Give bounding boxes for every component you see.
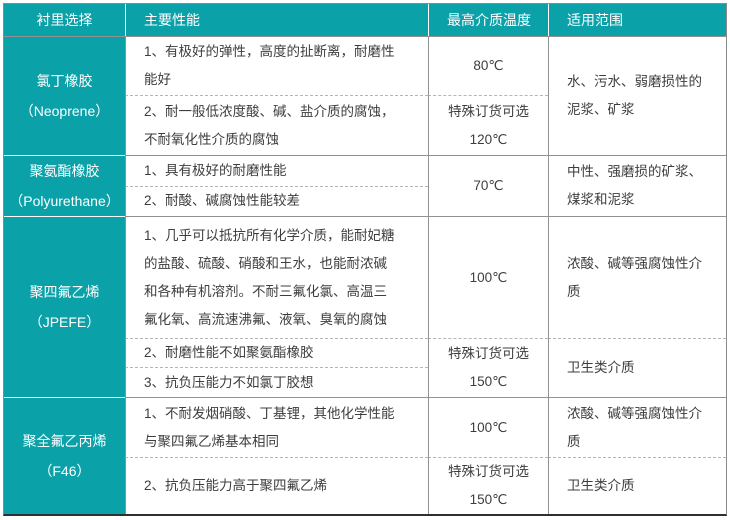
- performance-cell: 1、几乎可以抵抗所有化学介质，能耐妃糖的盐酸、硫酸、硝酸和王水，也能耐浓碱和各种…: [125, 216, 428, 338]
- performance-cell: 2、耐酸、碱腐蚀性能较差: [125, 185, 428, 216]
- column-header-performance: 主要性能: [125, 4, 428, 36]
- scope-cell: 卫生类介质: [548, 457, 726, 514]
- material-name: 聚全氟乙丙烯: [22, 433, 107, 449]
- temp-cell: 100℃: [428, 397, 548, 457]
- scope-cell: 卫生类介质: [548, 338, 726, 397]
- temp-cell: 70℃: [428, 155, 548, 216]
- performance-cell: 3、抗负压能力不如氯丁胶想: [125, 367, 428, 397]
- lining-selection-table: 衬里选择 主要性能 最高介质温度 适用范围 氯丁橡胶 （Neoprene） 1、…: [3, 3, 727, 516]
- scope-cell: 水、污水、弱磨损性的泥浆、矿浆: [548, 36, 726, 155]
- lining-table-container: 衬里选择 主要性能 最高介质温度 适用范围 氯丁橡胶 （Neoprene） 1、…: [3, 3, 727, 516]
- table-row: 聚全氟乙丙烯 （F46） 1、不耐发烟硝酸、丁基锂，其他化学性能与聚四氟乙烯基本…: [4, 397, 726, 514]
- material-cell-jpefe: 聚四氟乙烯 （JPEFE）: [4, 216, 125, 397]
- column-header-scope: 适用范围: [548, 4, 726, 36]
- material-cell-polyurethane: 聚氨酯橡胶 （Polyurethane）: [4, 155, 125, 216]
- material-name-en: （Neoprene）: [19, 103, 110, 119]
- performance-cell: 1、不耐发烟硝酸、丁基锂，其他化学性能与聚四氟乙烯基本相同: [125, 397, 428, 457]
- table-row: 3、抗负压能力不如氯丁胶想: [4, 367, 726, 397]
- material-cell-f46: 聚全氟乙丙烯 （F46）: [4, 397, 125, 514]
- performance-cell: 2、耐一般低浓度酸、碱、盐介质的腐蚀，不耐氧化性介质的腐蚀: [125, 95, 428, 155]
- material-name-en: （JPEFE）: [28, 314, 101, 330]
- scope-cell: 中性、强磨损的矿浆、煤浆和泥浆: [548, 155, 726, 216]
- header-row: 衬里选择 主要性能 最高介质温度 适用范围: [4, 4, 726, 36]
- temp-cell: 80℃: [428, 36, 548, 95]
- temp-cell: 100℃: [428, 216, 548, 338]
- material-name: 聚四氟乙烯: [29, 284, 100, 300]
- table-row: 2、耐磨性能不如聚氨酯橡胶 特殊订货可选 150℃ 卫生类介质: [4, 338, 726, 397]
- material-name: 聚氨酯橡胶: [29, 163, 100, 179]
- table-row: 聚氨酯橡胶 （Polyurethane） 1、具有极好的耐磨性能 70℃ 中性、…: [4, 155, 726, 216]
- performance-cell: 1、有极好的弹性，高度的扯断离，耐磨性能好: [125, 36, 428, 95]
- scope-cell: 浓酸、碱等强腐蚀性介质: [548, 216, 726, 338]
- material-name: 氯丁橡胶: [36, 73, 93, 89]
- table-row: 2、耐一般低浓度酸、碱、盐介质的腐蚀，不耐氧化性介质的腐蚀 特殊订货可选 120…: [4, 95, 726, 155]
- column-header-max-temp: 最高介质温度: [428, 4, 548, 36]
- material-name-en: （Polyurethane）: [9, 193, 120, 209]
- temp-cell: 特殊订货可选 120℃: [428, 95, 548, 155]
- performance-cell: 1、具有极好的耐磨性能: [125, 155, 428, 186]
- performance-cell: 2、抗负压能力高于聚四氟乙烯: [125, 457, 428, 514]
- column-header-lining: 衬里选择: [4, 4, 125, 36]
- table-row: 2、抗负压能力高于聚四氟乙烯 特殊订货可选 150℃ 卫生类介质: [4, 457, 726, 514]
- scope-cell: 浓酸、碱等强腐蚀性介质: [548, 397, 726, 457]
- performance-cell: 2、耐磨性能不如聚氨酯橡胶: [125, 338, 428, 367]
- material-name-en: （F46）: [38, 463, 91, 479]
- table-row: 2、耐酸、碱腐蚀性能较差: [4, 185, 726, 216]
- material-cell-neoprene: 氯丁橡胶 （Neoprene）: [4, 36, 125, 155]
- table-row: 氯丁橡胶 （Neoprene） 1、有极好的弹性，高度的扯断离，耐磨性能好 80…: [4, 36, 726, 155]
- temp-cell: 特殊订货可选 150℃: [428, 338, 548, 397]
- temp-cell: 特殊订货可选 150℃: [428, 457, 548, 514]
- table-row: 聚四氟乙烯 （JPEFE） 1、几乎可以抵抗所有化学介质，能耐妃糖的盐酸、硫酸、…: [4, 216, 726, 397]
